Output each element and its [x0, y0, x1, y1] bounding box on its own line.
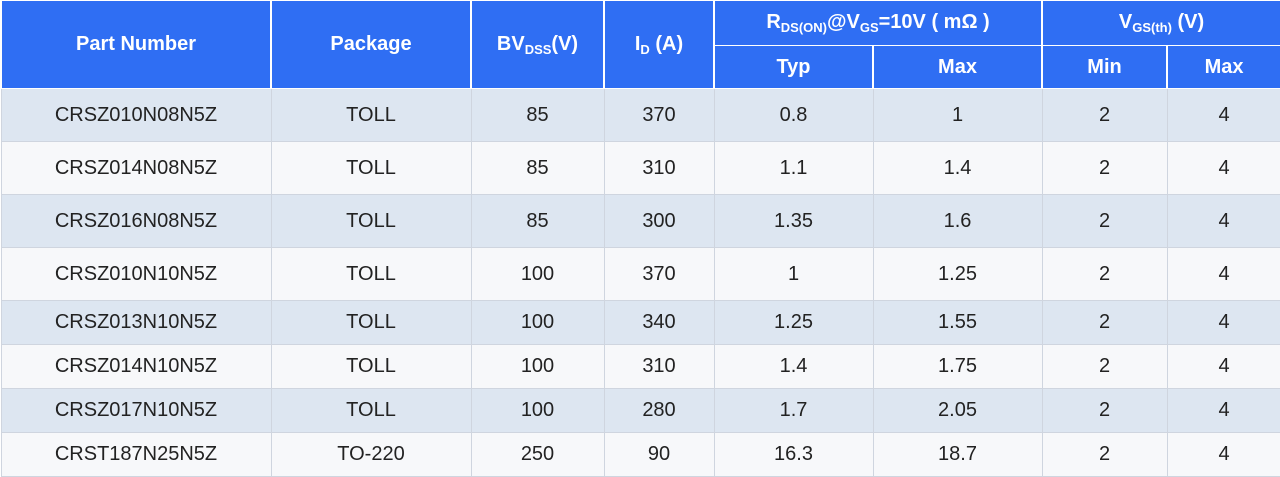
cell-bvdss: 250	[470, 432, 605, 477]
table-header: Part Number Package BVDSS(V) ID (A) RDS(…	[0, 0, 1280, 89]
cell-bvdss: 85	[470, 88, 605, 142]
cell-package: TOLL	[270, 88, 472, 142]
cell-vgs-min: 2	[1041, 141, 1168, 195]
cell-package: TOLL	[270, 388, 472, 433]
cell-id: 310	[603, 344, 715, 389]
cell-rds-max: 1.6	[872, 194, 1043, 248]
header-package: Package	[270, 0, 472, 89]
cell-rds-max: 1.4	[872, 141, 1043, 195]
table-body: CRSZ010N08N5Z TOLL 85 370 0.8 1 2 4 CRSZ…	[0, 88, 1280, 477]
header-vgs-max: Max	[1166, 45, 1280, 89]
cell-rds-typ: 1.35	[713, 194, 874, 248]
cell-rds-max: 18.7	[872, 432, 1043, 477]
header-vgsth: VGS(th) (V)	[1041, 0, 1280, 46]
cell-package: TOLL	[270, 300, 472, 345]
cell-rds-typ: 1.25	[713, 300, 874, 345]
cell-bvdss: 100	[470, 388, 605, 433]
cell-part-number: CRSZ014N08N5Z	[0, 141, 272, 195]
cell-vgs-min: 2	[1041, 247, 1168, 301]
cell-package: TOLL	[270, 141, 472, 195]
cell-package: TOLL	[270, 344, 472, 389]
cell-part-number: CRSZ014N10N5Z	[0, 344, 272, 389]
cell-package: TO-220	[270, 432, 472, 477]
header-bvdss: BVDSS(V)	[470, 0, 605, 89]
cell-rds-max: 1.75	[872, 344, 1043, 389]
header-rds-max: Max	[871, 45, 1044, 89]
cell-vgs-min: 2	[1041, 388, 1168, 433]
table-row: CRSZ017N10N5Z TOLL 100 280 1.7 2.05 2 4	[0, 388, 1280, 433]
cell-rds-typ: 1.4	[713, 344, 874, 389]
cell-part-number: CRSZ010N08N5Z	[0, 88, 272, 142]
cell-part-number: CRSZ013N10N5Z	[0, 300, 272, 345]
cell-vgs-max: 4	[1166, 88, 1280, 142]
cell-bvdss: 100	[470, 300, 605, 345]
cell-part-number: CRST187N25N5Z	[0, 432, 272, 477]
table-row: CRSZ016N08N5Z TOLL 85 300 1.35 1.6 2 4	[0, 194, 1280, 248]
cell-bvdss: 85	[470, 141, 605, 195]
cell-bvdss: 100	[470, 344, 605, 389]
cell-rds-max: 1	[872, 88, 1043, 142]
cell-vgs-min: 2	[1041, 300, 1168, 345]
cell-vgs-min: 2	[1041, 194, 1168, 248]
cell-vgs-max: 4	[1166, 432, 1280, 477]
cell-package: TOLL	[270, 247, 472, 301]
cell-id: 370	[603, 247, 715, 301]
cell-rds-typ: 16.3	[713, 432, 874, 477]
table-row: CRSZ010N10N5Z TOLL 100 370 1 1.25 2 4	[0, 247, 1280, 301]
cell-rds-max: 1.25	[872, 247, 1043, 301]
table-row: CRST187N25N5Z TO-220 250 90 16.3 18.7 2 …	[0, 432, 1280, 477]
cell-id: 340	[603, 300, 715, 345]
cell-rds-max: 2.05	[872, 388, 1043, 433]
table-row: CRSZ010N08N5Z TOLL 85 370 0.8 1 2 4	[0, 88, 1280, 142]
cell-vgs-max: 4	[1166, 344, 1280, 389]
cell-vgs-min: 2	[1041, 344, 1168, 389]
cell-id: 280	[603, 388, 715, 433]
header-vgs-min: Min	[1041, 45, 1169, 89]
cell-rds-typ: 1.1	[713, 141, 874, 195]
cell-id: 90	[603, 432, 715, 477]
header-id: ID (A)	[603, 0, 715, 89]
cell-vgs-max: 4	[1166, 388, 1280, 433]
cell-vgs-max: 4	[1166, 141, 1280, 195]
cell-rds-typ: 1.7	[713, 388, 874, 433]
header-rds-typ: Typ	[713, 45, 874, 89]
cell-bvdss: 85	[470, 194, 605, 248]
cell-rds-typ: 0.8	[713, 88, 874, 142]
cell-vgs-max: 4	[1166, 194, 1280, 248]
cell-vgs-min: 2	[1041, 88, 1168, 142]
cell-part-number: CRSZ016N08N5Z	[0, 194, 272, 248]
table-row: CRSZ014N08N5Z TOLL 85 310 1.1 1.4 2 4	[0, 141, 1280, 195]
cell-id: 370	[603, 88, 715, 142]
cell-vgs-max: 4	[1166, 300, 1280, 345]
header-rdson: RDS(ON)@VGS=10V ( mΩ )	[712, 0, 1044, 46]
cell-rds-max: 1.55	[872, 300, 1043, 345]
cell-part-number: CRSZ010N10N5Z	[0, 247, 272, 301]
cell-id: 300	[603, 194, 715, 248]
cell-vgs-max: 4	[1166, 247, 1280, 301]
cell-vgs-min: 2	[1041, 432, 1168, 477]
cell-rds-typ: 1	[713, 247, 874, 301]
cell-part-number: CRSZ017N10N5Z	[0, 388, 272, 433]
header-part-number: Part Number	[0, 0, 272, 89]
table-row: CRSZ014N10N5Z TOLL 100 310 1.4 1.75 2 4	[0, 344, 1280, 389]
cell-package: TOLL	[270, 194, 472, 248]
cell-bvdss: 100	[470, 247, 605, 301]
cell-id: 310	[603, 141, 715, 195]
table-row: CRSZ013N10N5Z TOLL 100 340 1.25 1.55 2 4	[0, 300, 1280, 345]
